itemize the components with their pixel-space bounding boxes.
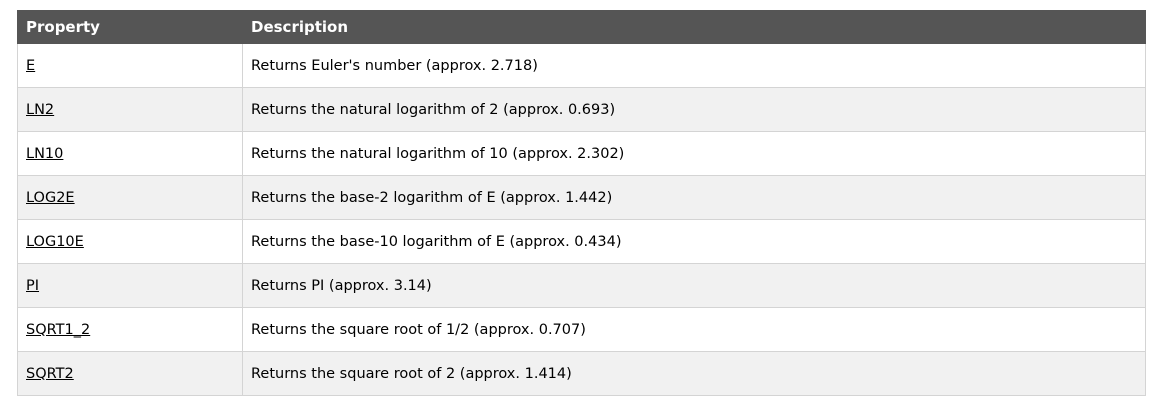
property-cell: PI xyxy=(17,263,243,308)
property-link-sqrt1-2[interactable]: SQRT1_2 xyxy=(26,321,91,338)
description-cell: Returns the natural logarithm of 10 (app… xyxy=(242,131,1146,176)
property-link-log10e[interactable]: LOG10E xyxy=(26,233,84,250)
table-header-row: Property Description xyxy=(17,10,1146,44)
table-row: SQRT2 Returns the square root of 2 (appr… xyxy=(17,351,1146,396)
property-link-pi[interactable]: PI xyxy=(26,277,40,294)
description-cell: Returns Euler's number (approx. 2.718) xyxy=(242,43,1146,88)
property-cell: SQRT2 xyxy=(17,351,243,396)
description-cell: Returns PI (approx. 3.14) xyxy=(242,263,1146,308)
property-link-ln2[interactable]: LN2 xyxy=(26,101,55,118)
column-header-property: Property xyxy=(17,10,243,44)
table-row: SQRT1_2 Returns the square root of 1/2 (… xyxy=(17,307,1146,352)
property-cell: E xyxy=(17,43,243,88)
property-link-log2e[interactable]: LOG2E xyxy=(26,189,75,206)
description-cell: Returns the square root of 1/2 (approx. … xyxy=(242,307,1146,352)
property-link-sqrt2[interactable]: SQRT2 xyxy=(26,365,74,382)
property-cell: LOG2E xyxy=(17,175,243,220)
column-header-description: Description xyxy=(242,10,1146,44)
table-row: E Returns Euler's number (approx. 2.718) xyxy=(17,43,1146,88)
property-link-e[interactable]: E xyxy=(26,57,36,74)
description-cell: Returns the square root of 2 (approx. 1.… xyxy=(242,351,1146,396)
description-cell: Returns the base-10 logarithm of E (appr… xyxy=(242,219,1146,264)
property-link-ln10[interactable]: LN10 xyxy=(26,145,64,162)
math-properties-table-container: Property Description E Returns Euler's n… xyxy=(17,10,1146,396)
description-cell: Returns the base-2 logarithm of E (appro… xyxy=(242,175,1146,220)
property-cell: SQRT1_2 xyxy=(17,307,243,352)
description-cell: Returns the natural logarithm of 2 (appr… xyxy=(242,87,1146,132)
table-row: LN2 Returns the natural logarithm of 2 (… xyxy=(17,87,1146,132)
table-row: PI Returns PI (approx. 3.14) xyxy=(17,263,1146,308)
table-row: LOG2E Returns the base-2 logarithm of E … xyxy=(17,175,1146,220)
property-cell: LN2 xyxy=(17,87,243,132)
table-row: LN10 Returns the natural logarithm of 10… xyxy=(17,131,1146,176)
math-properties-table: Property Description E Returns Euler's n… xyxy=(17,10,1146,396)
table-row: LOG10E Returns the base-10 logarithm of … xyxy=(17,219,1146,264)
property-cell: LN10 xyxy=(17,131,243,176)
property-cell: LOG10E xyxy=(17,219,243,264)
